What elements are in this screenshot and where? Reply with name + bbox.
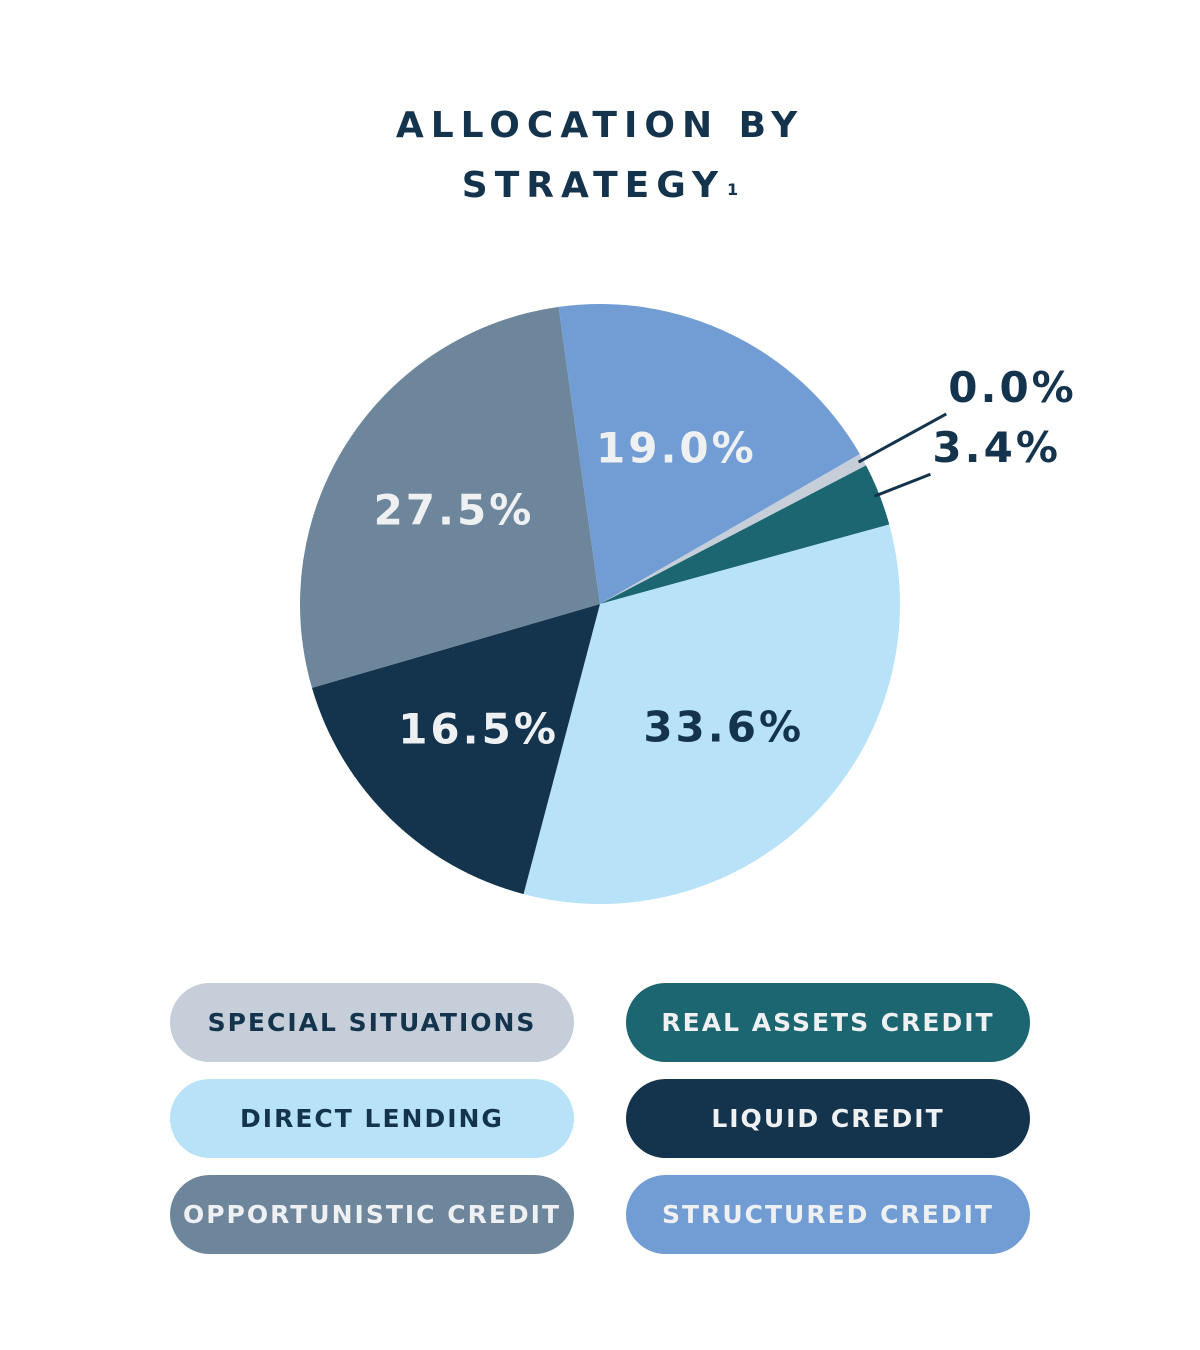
footnote-marker: 1 xyxy=(727,180,739,199)
chart-title-line-2: STRATEGY 1 xyxy=(0,156,1200,216)
pie-slice-real-assets-credit xyxy=(600,465,890,604)
pie-slice-liquid-credit xyxy=(311,604,600,895)
legend-item-liquid-credit: LIQUID CREDIT xyxy=(626,1079,1030,1158)
legend: SPECIAL SITUATIONS REAL ASSETS CREDIT DIRE… xyxy=(170,983,1030,1254)
legend-label: LIQUID CREDIT xyxy=(711,1104,945,1133)
legend-item-direct-lending: DIRECT LENDING xyxy=(170,1079,574,1158)
legend-item-real-assets-credit: REAL ASSETS CREDIT xyxy=(626,983,1030,1062)
pie-slice-opportunistic-credit xyxy=(300,306,600,688)
legend-label: REAL ASSETS CREDIT xyxy=(661,1008,995,1037)
leader-line-real-assets-credit xyxy=(874,472,931,498)
pie-slice-structured-credit xyxy=(558,304,860,604)
legend-label: OPPORTUNISTIC CREDIT xyxy=(182,1200,562,1229)
legend-item-special-situations: SPECIAL SITUATIONS xyxy=(170,983,574,1062)
data-label-opportunistic-credit: 27.5% xyxy=(374,485,535,534)
chart-title: ALLOCATION BY STRATEGY 1 xyxy=(0,96,1200,216)
chart-title-line-1: ALLOCATION BY xyxy=(395,105,805,146)
legend-label: STRUCTURED CREDIT xyxy=(662,1200,994,1229)
leader-line-special-situations xyxy=(857,412,948,464)
pie-slice-special-situations xyxy=(600,454,867,604)
legend-label: SPECIAL SITUATIONS xyxy=(207,1008,537,1037)
legend-item-opportunistic-credit: OPPORTUNISTIC CREDIT xyxy=(170,1175,574,1254)
data-label-special-situations: 0.0% xyxy=(948,363,1076,412)
chart-title-line-2-text: STRATEGY xyxy=(461,165,726,206)
legend-label: DIRECT LENDING xyxy=(240,1104,504,1133)
data-label-direct-lending: 33.6% xyxy=(643,702,804,751)
data-label-real-assets-credit: 3.4% xyxy=(932,423,1060,472)
legend-item-structured-credit: STRUCTURED CREDIT xyxy=(626,1175,1030,1254)
pie-chart: 0.0% 3.4% 33.6% 16.5% 27.5% 19.0% xyxy=(300,304,1076,904)
data-label-liquid-credit: 16.5% xyxy=(398,705,559,754)
data-label-structured-credit: 19.0% xyxy=(596,424,757,473)
pie-slice-direct-lending xyxy=(523,524,900,904)
